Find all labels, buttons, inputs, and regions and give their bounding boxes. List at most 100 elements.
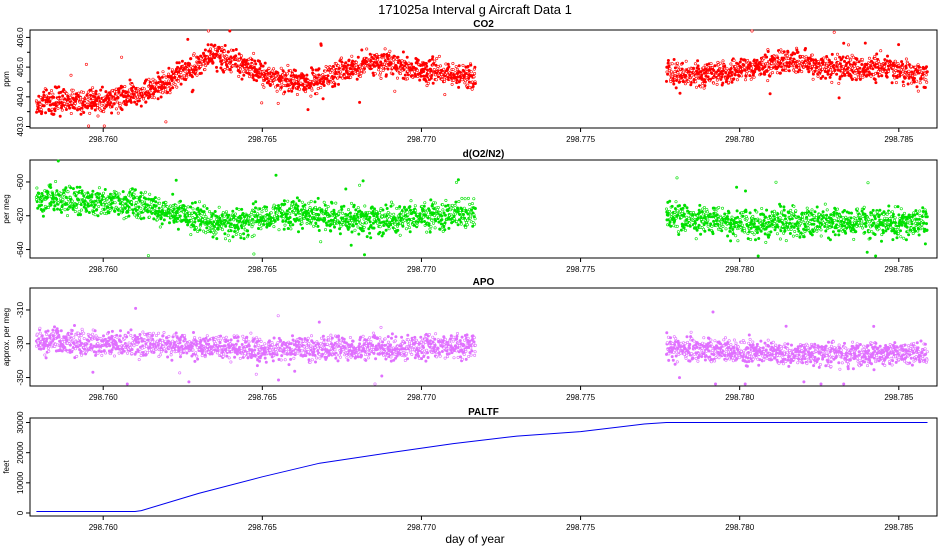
data-point (715, 82, 719, 86)
data-point (298, 87, 302, 91)
data-point (370, 205, 374, 209)
data-point (358, 183, 362, 187)
data-point (112, 196, 116, 200)
data-point (468, 202, 472, 206)
data-point (693, 62, 697, 66)
data-point (93, 95, 97, 99)
data-point (238, 219, 242, 223)
data-point (48, 183, 52, 187)
data-point (782, 205, 786, 209)
data-point (759, 229, 763, 233)
data-point (443, 228, 447, 232)
data-point (407, 61, 411, 65)
data-point (91, 91, 95, 95)
data-point (812, 214, 816, 218)
data-point (148, 192, 152, 196)
data-point (179, 82, 183, 86)
data-point (854, 78, 858, 82)
data-point (375, 60, 379, 64)
data-point (356, 206, 360, 210)
data-point (434, 78, 438, 82)
data-point (677, 233, 681, 237)
data-point (748, 211, 752, 215)
data-point (329, 223, 333, 227)
data-point (164, 88, 168, 92)
data-point (414, 209, 418, 213)
data-point (308, 214, 312, 218)
data-point (406, 213, 410, 217)
data-point (189, 233, 193, 237)
data-point (201, 62, 205, 66)
data-point (859, 223, 863, 227)
data-point (160, 212, 164, 216)
data-point (728, 229, 732, 233)
data-point (170, 79, 174, 83)
data-point (791, 234, 795, 238)
data-point (714, 209, 718, 213)
data-point (351, 224, 355, 228)
data-point (304, 213, 308, 217)
data-point (457, 64, 461, 68)
data-point (199, 222, 203, 226)
data-point (730, 80, 734, 84)
data-point (290, 89, 294, 93)
data-point (703, 78, 707, 82)
data-point (471, 85, 475, 89)
data-point (357, 232, 361, 236)
data-point (82, 111, 86, 115)
data-point (784, 68, 788, 72)
data-point (770, 71, 774, 75)
data-point (222, 70, 226, 74)
data-point (325, 207, 329, 211)
data-point (47, 91, 51, 95)
data-point (428, 230, 432, 234)
data-point (193, 65, 197, 69)
data-point (376, 58, 380, 62)
data-point (171, 86, 175, 90)
data-point (401, 224, 405, 228)
data-point (118, 103, 122, 107)
data-point (762, 56, 766, 60)
data-point (670, 62, 674, 66)
data-point (712, 211, 716, 215)
data-point (174, 203, 178, 207)
data-point (344, 187, 348, 191)
data-point (123, 206, 127, 210)
data-point (751, 214, 755, 218)
y-axis-label: ppm (2, 71, 11, 87)
data-point (855, 57, 859, 61)
data-point (306, 211, 310, 215)
data-point (296, 230, 300, 234)
data-point (682, 226, 686, 230)
data-point (867, 56, 871, 60)
data-point (110, 111, 114, 115)
data-point (299, 208, 303, 212)
data-point (55, 207, 59, 211)
data-point (469, 70, 473, 74)
data-point (106, 101, 110, 105)
data-point (706, 218, 710, 222)
data-point (289, 69, 293, 73)
data-point (669, 224, 673, 228)
data-point (267, 66, 271, 70)
data-point (57, 85, 61, 89)
data-point (321, 73, 325, 77)
data-point (379, 60, 383, 64)
data-point (389, 62, 393, 66)
data-point (90, 193, 94, 197)
data-point (711, 232, 715, 236)
data-point (378, 225, 382, 229)
data-point (443, 79, 447, 83)
data-point (97, 196, 101, 200)
x-tick-label: 298.770 (407, 135, 436, 144)
data-point (469, 63, 473, 67)
data-point (92, 205, 96, 209)
data-point (915, 79, 919, 83)
data-point (757, 68, 761, 72)
data-point (242, 70, 246, 74)
data-point (149, 91, 153, 95)
data-point (117, 212, 121, 216)
data-point (732, 77, 736, 81)
data-point (321, 97, 325, 101)
